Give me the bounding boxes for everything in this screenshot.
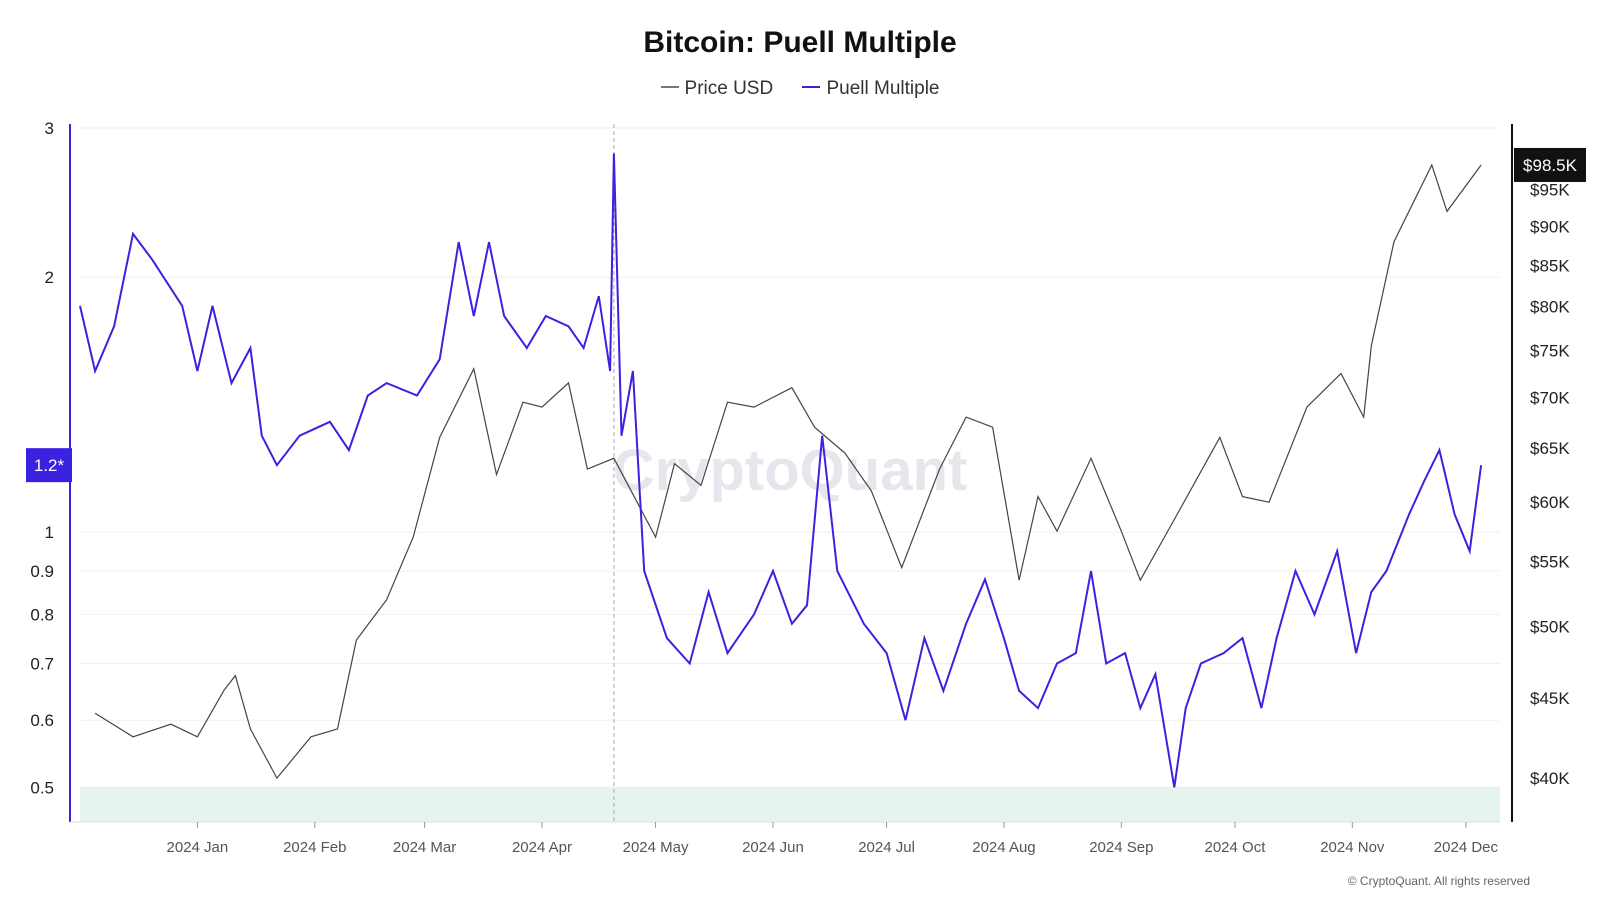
right-tick-label: $70K (1530, 388, 1570, 407)
right-tick-label: $80K (1530, 298, 1570, 317)
right-tick-label: $95K (1530, 181, 1570, 200)
x-axis: 2024 Jan 2024 Feb 2024 Mar 2024 Apr 2024 May… (70, 821, 1500, 856)
chart-title: Bitcoin: Puell Multiple (643, 26, 957, 59)
legend-swatch-price (660, 85, 679, 88)
right-tick-label: $60K (1530, 493, 1570, 512)
right-tick-label: $90K (1530, 217, 1570, 236)
copyright-footer: © CryptoQuant. All rights reserved (1347, 874, 1530, 888)
puell-current-badge (26, 448, 72, 483)
x-tick-label: 2024 Dec (1434, 839, 1499, 856)
legend: Price USD Puell Multiple (0, 78, 1600, 100)
x-tick-label: 2024 Jul (858, 839, 915, 856)
x-tick-label: 2024 Aug (972, 839, 1035, 856)
legend-swatch-puell (802, 85, 821, 88)
x-tick-label: 2024 Sep (1089, 839, 1153, 856)
puell-current-value: 1.2* (34, 456, 65, 475)
x-tick-label: 2024 Oct (1204, 839, 1266, 856)
price-usd-line (94, 163, 1482, 780)
left-tick-label: 1 (45, 523, 54, 542)
left-tick-label: 2 (45, 268, 54, 287)
right-tick-label: $65K (1530, 439, 1570, 458)
right-tick-label: $75K (1530, 341, 1570, 360)
right-axis: $95K $90K $85K $80K $75K $70K $65K $60K $55K $50K… (1511, 124, 1570, 822)
price-current-badge (1514, 147, 1586, 182)
x-tick-label: 2024 Nov (1320, 839, 1385, 856)
legend-item-puell[interactable]: Puell Multiple (802, 78, 939, 100)
legend-label-price: Price USD (684, 78, 774, 99)
x-tick-label: 2024 Apr (512, 839, 572, 856)
left-tick-label: 0.7 (30, 654, 54, 673)
x-tick-label: 2024 Mar (393, 839, 456, 856)
legend-label-puell: Puell Multiple (826, 78, 940, 99)
right-tick-label: $50K (1530, 617, 1570, 636)
right-tick-label: $55K (1530, 552, 1570, 571)
x-tick-label: 2024 May (623, 839, 689, 856)
current-value-badges: 1.2* $98.5K (26, 147, 1586, 483)
left-tick-label: 0.6 (30, 711, 54, 730)
gridlines (80, 127, 1500, 788)
x-tick-label: 2024 Jan (167, 839, 229, 856)
low-puell-zone (80, 787, 1500, 822)
left-tick-label: 0.5 (30, 778, 54, 797)
legend-item-price[interactable]: Price USD (660, 78, 774, 100)
left-tick-label: 3 (45, 119, 54, 138)
right-tick-label: $85K (1530, 256, 1570, 275)
left-tick-label: 0.9 (30, 562, 54, 581)
x-tick-label: 2024 Jun (742, 839, 804, 856)
watermark: CryptoQuant (613, 438, 967, 503)
right-tick-label: $45K (1530, 689, 1570, 708)
price-current-value: $98.5K (1523, 156, 1578, 175)
right-tick-label: $40K (1530, 769, 1570, 788)
x-tick-label: 2024 Feb (283, 839, 346, 856)
puell-multiple-line (79, 153, 1483, 788)
left-tick-label: 0.8 (30, 605, 54, 624)
